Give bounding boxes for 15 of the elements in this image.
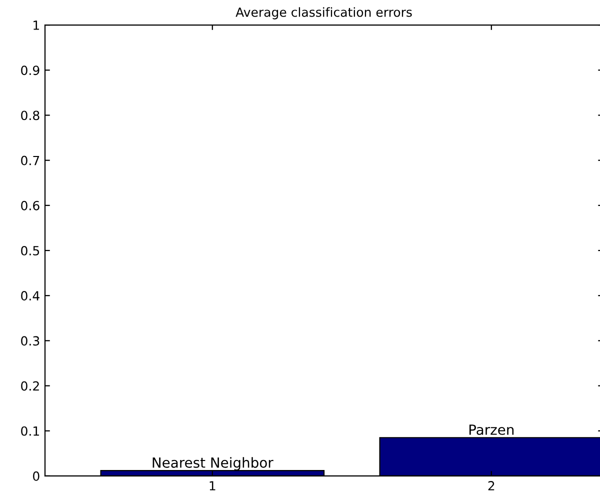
chart-title: Average classification errors <box>236 7 412 20</box>
y-tick-label: 0.6 <box>21 200 40 210</box>
y-tick-label: 0 <box>33 471 40 481</box>
y-tick-label: 0.8 <box>21 110 40 120</box>
annotation: Parzen <box>469 424 514 435</box>
annotation: Nearest Neighbor <box>152 457 274 471</box>
y-tick-label: 1 <box>34 20 39 30</box>
y-tick-label: 0.5 <box>21 246 40 256</box>
y-tick-label: 0.4 <box>21 291 40 301</box>
x-tick-label: 2 <box>488 481 494 490</box>
y-tick-label: 0.7 <box>21 156 40 166</box>
y-tick-label: 0.9 <box>21 66 40 76</box>
y-tick-label: 0.3 <box>21 336 40 346</box>
y-tick-label: 0.2 <box>21 381 39 391</box>
y-tick-label: 0.1 <box>21 426 39 436</box>
